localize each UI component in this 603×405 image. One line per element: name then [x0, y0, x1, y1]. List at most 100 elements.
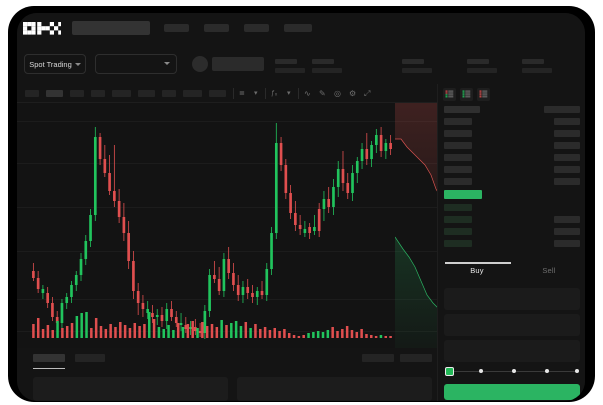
orderbook-ask-row-3-amount[interactable]	[554, 154, 580, 161]
nav-item-earn[interactable]	[244, 24, 269, 32]
orderbook-ask-row-3-price[interactable]	[444, 154, 472, 161]
price-chart[interactable]	[17, 103, 437, 348]
candle-style-chevron-icon[interactable]: ▾	[254, 90, 258, 97]
gridline-0	[17, 121, 437, 122]
order-form-fields	[444, 288, 580, 366]
settings-gear-icon[interactable]: ⚙	[349, 89, 357, 98]
orderbook-last-price[interactable]	[444, 190, 482, 199]
candle-style-icon[interactable]: ≣	[239, 90, 245, 97]
okx-logo-icon[interactable]	[23, 22, 61, 35]
chart-tab-orders[interactable]	[400, 354, 432, 362]
orderbook-mode-bids-icon[interactable]	[460, 88, 473, 101]
order-book[interactable]	[438, 106, 585, 254]
orderbook-ask-row-1-amount[interactable]	[554, 130, 580, 137]
top-navigation-bar	[17, 13, 585, 45]
orderbook-ask-row-4-amount[interactable]	[554, 166, 580, 173]
right-panel: Buy Sell	[437, 84, 585, 401]
nav-item-markets[interactable]	[164, 24, 189, 32]
amount-field[interactable]	[444, 314, 580, 336]
orderbook-bid-row-1-amount[interactable]	[554, 216, 580, 223]
coin-avatar	[192, 56, 208, 72]
bottom-panels	[17, 372, 437, 401]
orderbook-mode-both-icon[interactable]	[443, 88, 456, 101]
market-type-dropdown[interactable]: Spot Trading	[24, 54, 86, 74]
gridline-2	[17, 207, 437, 208]
timeframe-button-2[interactable]	[46, 90, 63, 97]
slider-step-75[interactable]	[545, 369, 549, 373]
tab-buy[interactable]: Buy	[470, 266, 484, 275]
chart-tab-trades[interactable]	[362, 354, 394, 362]
chart-tab-chart[interactable]	[33, 354, 65, 362]
order-form-tabs: Buy Sell	[438, 259, 585, 285]
slider-handle[interactable]	[445, 367, 454, 376]
orderbook-ask-row-4-price[interactable]	[444, 166, 472, 173]
orderbook-header-amount[interactable]	[544, 106, 580, 113]
orderbook-ask-row-0-amount[interactable]	[554, 118, 580, 125]
orderbook-bid-row-3-price[interactable]	[444, 240, 472, 247]
gridline-1	[17, 163, 437, 164]
indicators-chevron-icon[interactable]: ▾	[287, 90, 291, 97]
line-tool-icon[interactable]: ∿	[304, 89, 311, 98]
orderbook-ask-row-2-amount[interactable]	[554, 142, 580, 149]
stat-volume-base	[467, 59, 497, 73]
timeframe-button-7[interactable]	[162, 90, 176, 97]
orderbook-bid-row-1-price[interactable]	[444, 216, 472, 223]
chart-tab-active-underline	[33, 368, 65, 369]
slider-step-25[interactable]	[479, 369, 483, 373]
price-field[interactable]	[444, 288, 580, 310]
chart-tab-info[interactable]	[75, 354, 105, 362]
orderbook-ask-row-5-price[interactable]	[444, 178, 472, 185]
chevron-down-icon	[74, 62, 81, 66]
search-input[interactable]	[72, 21, 150, 35]
alert-icon[interactable]: ◎	[334, 89, 341, 98]
nav-item-trade[interactable]	[204, 24, 229, 32]
buy-tab-active-underline	[445, 262, 511, 264]
indicators-icon[interactable]: ƒₓ	[271, 90, 278, 97]
tab-sell[interactable]: Sell	[542, 266, 556, 275]
orderbook-ask-row-2-price[interactable]	[444, 142, 472, 149]
slider-step-100[interactable]	[575, 369, 579, 373]
timeframe-button-6[interactable]	[138, 90, 155, 97]
timeframe-button-1[interactable]	[25, 90, 39, 97]
bottom-panel-right[interactable]	[237, 377, 432, 401]
timeframe-button-8[interactable]	[183, 90, 202, 97]
volume-series	[32, 312, 392, 338]
chart-bottom-tabs	[17, 348, 437, 372]
fullscreen-icon[interactable]: ⤢	[364, 89, 371, 98]
stat-change	[275, 59, 305, 73]
orderbook-header-price[interactable]	[444, 106, 480, 113]
timeframe-button-9[interactable]	[209, 90, 226, 97]
last-price	[212, 57, 264, 71]
orderbook-view-modes	[443, 88, 490, 101]
bottom-panel-left[interactable]	[33, 377, 228, 401]
gridline-3	[17, 251, 437, 252]
orderbook-bid-row-0-price[interactable]	[444, 204, 472, 211]
app-screen: Spot Trading	[17, 13, 585, 401]
orderbook-bid-row-3-amount[interactable]	[554, 240, 580, 247]
stat-high	[312, 59, 342, 73]
timeframe-button-3[interactable]	[70, 90, 84, 97]
orderbook-bid-row-2-price[interactable]	[444, 228, 472, 235]
candlestick-series	[32, 123, 392, 339]
orderbook-ask-row-5-amount[interactable]	[554, 178, 580, 185]
orderbook-bid-row-2-amount[interactable]	[554, 228, 580, 235]
gridline-4	[17, 299, 437, 300]
trading-pair-select[interactable]	[95, 54, 177, 74]
amount-percent-slider[interactable]	[445, 366, 579, 378]
depth-chart-overlay	[395, 103, 437, 348]
stat-low	[402, 59, 432, 73]
orderbook-mode-asks-icon[interactable]	[477, 88, 490, 101]
device-frame: Spot Trading	[8, 6, 595, 402]
slider-step-50[interactable]	[512, 369, 516, 373]
market-subheader: Spot Trading	[17, 45, 585, 84]
orderbook-ask-row-1-price[interactable]	[444, 130, 472, 137]
chevron-down-icon	[164, 62, 170, 65]
draw-pencil-icon[interactable]: ✎	[319, 89, 326, 98]
place-order-button[interactable]	[444, 384, 580, 400]
market-type-label: Spot Trading	[29, 59, 72, 69]
timeframe-button-5[interactable]	[112, 90, 131, 97]
orderbook-ask-row-0-price[interactable]	[444, 118, 472, 125]
nav-item-more[interactable]	[284, 24, 312, 32]
total-field[interactable]	[444, 340, 580, 362]
timeframe-button-4[interactable]	[91, 90, 105, 97]
